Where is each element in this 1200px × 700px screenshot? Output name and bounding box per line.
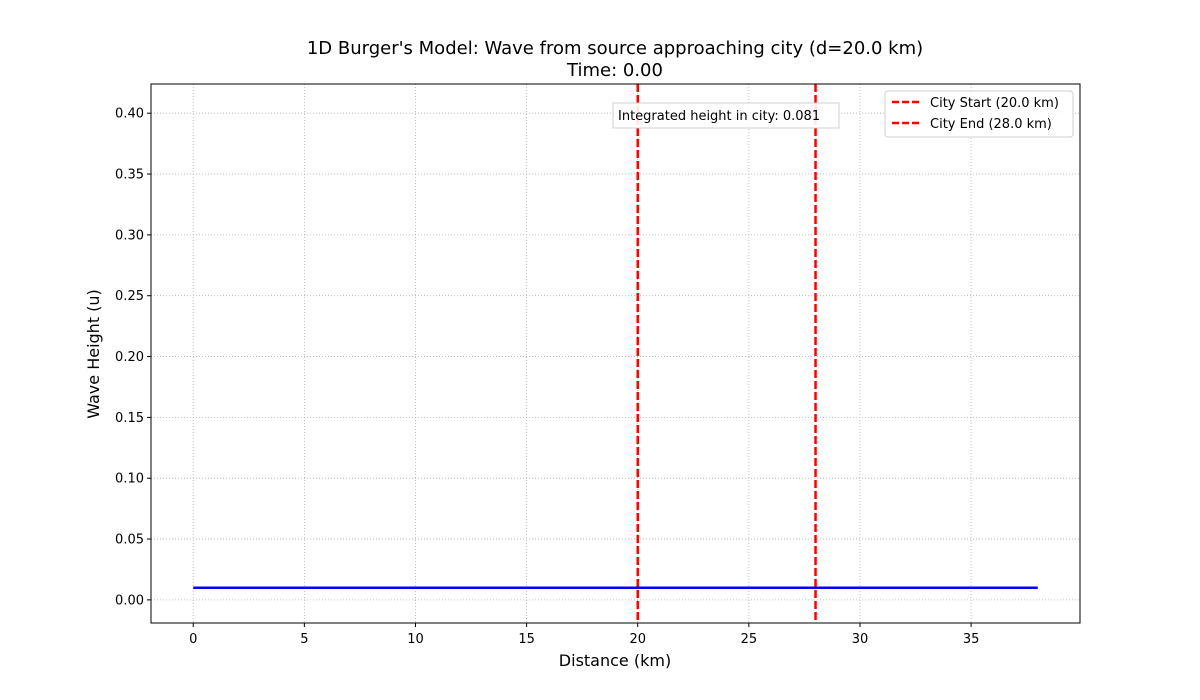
legend: City Start (20.0 km) City End (28.0 km): [884, 90, 1074, 138]
x-tick-label: 5: [300, 632, 308, 647]
legend-label-city-start: City Start (20.0 km): [930, 96, 1059, 111]
plot-area-frame: [150, 83, 1081, 624]
annotation-box: Integrated height in city: 0.081: [612, 102, 840, 129]
x-axis-ticks: 0 5 10 15 20 25 30 35: [189, 623, 979, 647]
x-tick-label: 10: [407, 632, 424, 647]
chart-title: 1D Burger's Model: Wave from source appr…: [307, 38, 923, 59]
y-tick-label: 0.10: [115, 472, 144, 487]
x-tick-label: 20: [629, 632, 646, 647]
y-tick-label: 0.20: [115, 350, 144, 365]
y-axis-label: Wave Height (u): [84, 289, 103, 419]
legend-frame: [884, 90, 1074, 138]
y-tick-label: 0.05: [115, 533, 144, 548]
x-tick-label: 35: [963, 632, 980, 647]
y-tick-label: 0.00: [115, 593, 144, 608]
y-tick-label: 0.15: [115, 411, 144, 426]
x-tick-label: 15: [518, 632, 535, 647]
city-lines-layer: [636, 84, 817, 623]
y-tick-label: 0.25: [115, 289, 144, 304]
y-axis-ticks: 0.00 0.05 0.10 0.15 0.20 0.25 0.30 0.35 0.40: [115, 107, 151, 608]
y-tick-label: 0.35: [115, 168, 144, 183]
x-axis-label: Distance (km): [559, 651, 671, 670]
x-tick-label: 30: [852, 632, 869, 647]
legend-label-city-end: City End (28.0 km): [930, 117, 1052, 132]
y-tick-label: 0.40: [115, 107, 144, 122]
annotation-background: [612, 102, 840, 129]
annotation-text: Integrated height in city: 0.081: [618, 109, 820, 124]
y-tick-label: 0.30: [115, 228, 144, 243]
x-tick-label: 25: [741, 632, 758, 647]
chart-subtitle: Time: 0.00: [566, 60, 663, 81]
x-tick-label: 0: [189, 632, 197, 647]
